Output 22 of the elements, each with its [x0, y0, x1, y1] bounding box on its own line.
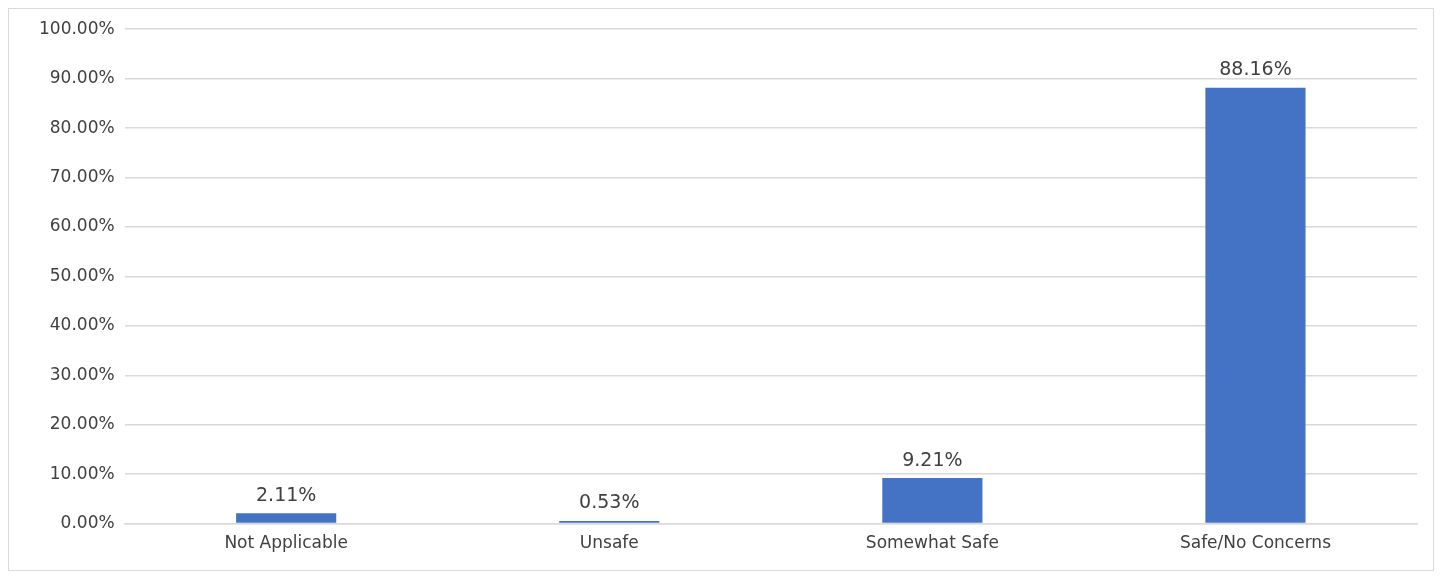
- y-tick-label: 90.00%: [49, 67, 115, 88]
- y-tick-label: 10.00%: [49, 462, 115, 483]
- y-tick-label: 70.00%: [49, 165, 115, 186]
- x-tick-label: Somewhat Safe: [865, 532, 999, 553]
- data-label: 0.53%: [579, 490, 640, 513]
- bar: [236, 513, 337, 523]
- x-tick-label: Not Applicable: [224, 532, 348, 553]
- data-label: 2.11%: [256, 482, 317, 505]
- y-tick-label: 80.00%: [49, 116, 115, 137]
- x-tick-label: Unsafe: [579, 532, 639, 553]
- y-tick-label: 20.00%: [49, 413, 115, 434]
- y-tick-label: 50.00%: [49, 264, 115, 285]
- x-tick-label: Safe/No Concerns: [1179, 532, 1332, 553]
- y-tick-label: 40.00%: [49, 314, 115, 335]
- data-label: 9.21%: [902, 447, 963, 470]
- y-tick-label: 100.00%: [39, 17, 115, 38]
- data-label: 88.16%: [1219, 57, 1292, 80]
- y-tick-label: 60.00%: [49, 215, 115, 236]
- y-tick-label: 0.00%: [60, 512, 115, 533]
- bar: [882, 478, 983, 523]
- y-tick-label: 30.00%: [49, 363, 115, 384]
- bar: [1205, 87, 1306, 523]
